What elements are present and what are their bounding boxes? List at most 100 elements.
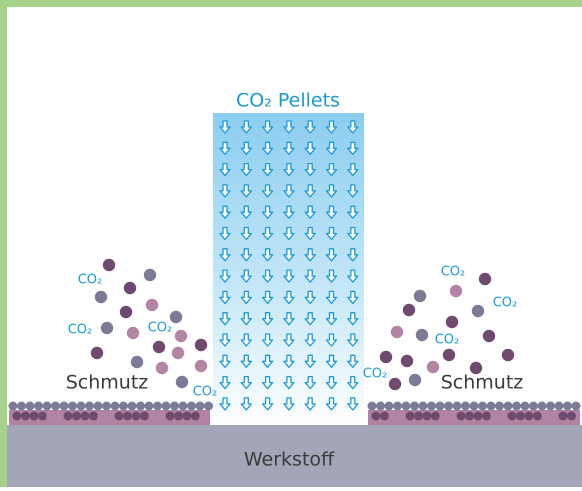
- layer-particle: [94, 402, 103, 411]
- layer-particle: [380, 412, 389, 421]
- layer-particle: [550, 412, 559, 421]
- layer-particle: [559, 412, 568, 421]
- jet-title: CO₂ Pellets: [236, 90, 340, 112]
- layer-particle: [162, 402, 171, 411]
- dirt-particle: [172, 347, 184, 359]
- layer-particle: [119, 402, 128, 411]
- layer-particle: [512, 402, 521, 411]
- layer-particle: [64, 412, 73, 421]
- layer-particle: [106, 412, 115, 421]
- layer-particle: [140, 412, 149, 421]
- layer-particle: [521, 402, 530, 411]
- diagram: CO₂ Pellets Werkstoff Schmutz Schmutz CO…: [0, 0, 582, 487]
- layer-particle: [128, 402, 137, 411]
- dirt-particle: [416, 329, 428, 341]
- layer-particle: [461, 402, 470, 411]
- layer-particle: [47, 412, 56, 421]
- dirt-particle: [195, 339, 207, 351]
- co2-label: CO₂: [148, 321, 173, 336]
- layer-particle: [538, 402, 547, 411]
- layer-particle: [546, 402, 555, 411]
- dirt-particle: [103, 259, 115, 271]
- layer-particle: [491, 412, 500, 421]
- layer-particle: [77, 402, 86, 411]
- dirt-particle: [450, 285, 462, 297]
- dirt-particle: [409, 374, 421, 386]
- layer-particle: [72, 412, 81, 421]
- layer-particle: [34, 402, 43, 411]
- layer-particle: [495, 402, 504, 411]
- layer-particle: [406, 412, 415, 421]
- layer-particle: [153, 402, 162, 411]
- co2-label: CO₂: [493, 296, 518, 311]
- layer-particle: [444, 402, 453, 411]
- layer-particle: [196, 402, 205, 411]
- dirt-particle: [443, 349, 455, 361]
- dirt-particle: [144, 269, 156, 281]
- layer-particle: [204, 402, 213, 411]
- dirt-particle: [175, 330, 187, 342]
- layer-particle: [166, 412, 175, 421]
- co2-label: CO₂: [363, 367, 388, 382]
- layer-particle: [423, 412, 432, 421]
- layer-particle: [567, 412, 576, 421]
- co2-label: CO₂: [68, 323, 93, 338]
- co2-label: CO₂: [441, 265, 466, 280]
- layer-particle: [98, 412, 107, 421]
- layer-particle: [529, 402, 538, 411]
- layer-particle: [115, 412, 124, 421]
- layer-particle: [157, 412, 166, 421]
- layer-particle: [200, 412, 209, 421]
- dirt-particle: [479, 273, 491, 285]
- layer-particle: [145, 402, 154, 411]
- layer-particle: [457, 412, 466, 421]
- dirt-particle: [153, 341, 165, 353]
- layer-particle: [482, 412, 491, 421]
- layer-particle: [9, 402, 18, 411]
- layer-particle: [385, 402, 394, 411]
- dirt-particle: [380, 351, 392, 363]
- layer-particle: [43, 402, 52, 411]
- layer-particle: [402, 402, 411, 411]
- layer-particle: [525, 412, 534, 421]
- layer-particle: [478, 402, 487, 411]
- dirt-particle: [403, 304, 415, 316]
- dirt-particle: [176, 376, 188, 388]
- layer-particle: [474, 412, 483, 421]
- layer-particle: [17, 402, 26, 411]
- layer-particle: [170, 402, 179, 411]
- dirt-particle: [483, 330, 495, 342]
- layer-particle: [187, 402, 196, 411]
- layer-particle: [149, 412, 158, 421]
- layer-particle: [68, 402, 77, 411]
- layer-particle: [85, 402, 94, 411]
- layer-particle: [102, 402, 111, 411]
- dirt-particle: [95, 291, 107, 303]
- layer-particle: [499, 412, 508, 421]
- layer-particle: [516, 412, 525, 421]
- layer-particle: [389, 412, 398, 421]
- layer-particle: [132, 412, 141, 421]
- layer-particle: [183, 412, 192, 421]
- layer-particle: [60, 402, 69, 411]
- layer-particle: [368, 402, 377, 411]
- layer-particle: [448, 412, 457, 421]
- layer-particle: [542, 412, 551, 421]
- co2-label: CO₂: [193, 385, 218, 400]
- layer-particle: [376, 402, 385, 411]
- layer-particle: [174, 412, 183, 421]
- layer-particle: [504, 402, 513, 411]
- dirt-particle: [156, 362, 168, 374]
- co2-label: CO₂: [435, 333, 460, 348]
- dirt-particle: [472, 305, 484, 317]
- layer-particle: [30, 412, 39, 421]
- dirt-particle: [120, 306, 132, 318]
- layer-particle: [555, 402, 564, 411]
- layer-particle: [440, 412, 449, 421]
- dirt-label: Schmutz: [441, 372, 524, 394]
- dirt-particle: [389, 378, 401, 390]
- dirt-particle: [146, 299, 158, 311]
- layer-particle: [81, 412, 90, 421]
- layer-particle: [470, 402, 479, 411]
- dirt-label: Schmutz: [66, 372, 149, 394]
